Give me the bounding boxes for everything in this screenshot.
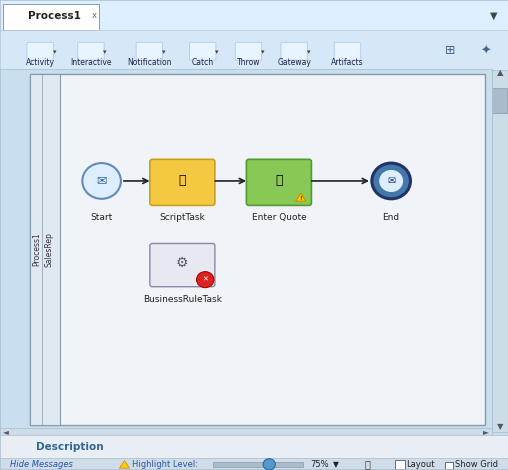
Text: ⚙: ⚙ bbox=[176, 256, 188, 270]
FancyBboxPatch shape bbox=[334, 42, 361, 60]
FancyBboxPatch shape bbox=[189, 42, 216, 60]
Text: Hide Messages: Hide Messages bbox=[10, 460, 73, 469]
Text: ▾: ▾ bbox=[261, 49, 264, 55]
Text: ▼: ▼ bbox=[333, 460, 339, 469]
FancyBboxPatch shape bbox=[0, 458, 508, 470]
FancyBboxPatch shape bbox=[0, 0, 508, 31]
Text: Process1: Process1 bbox=[28, 11, 81, 21]
Text: Highlight Level:: Highlight Level: bbox=[132, 460, 198, 469]
Text: ▾: ▾ bbox=[53, 49, 56, 55]
FancyBboxPatch shape bbox=[0, 30, 508, 70]
FancyBboxPatch shape bbox=[3, 4, 99, 30]
Text: End: End bbox=[383, 213, 400, 222]
Text: ▾: ▾ bbox=[307, 49, 310, 55]
Text: ✦: ✦ bbox=[480, 44, 491, 57]
FancyBboxPatch shape bbox=[492, 88, 507, 113]
Text: ⊞: ⊞ bbox=[444, 44, 455, 57]
Text: Activity: Activity bbox=[25, 58, 55, 67]
Text: ✉: ✉ bbox=[97, 174, 107, 188]
FancyBboxPatch shape bbox=[136, 42, 163, 60]
Text: 🔍: 🔍 bbox=[365, 459, 371, 470]
Circle shape bbox=[82, 163, 121, 199]
Text: BusinessRuleTask: BusinessRuleTask bbox=[143, 295, 222, 304]
Text: Show Grid: Show Grid bbox=[455, 460, 498, 469]
Text: ▲: ▲ bbox=[497, 68, 503, 78]
Circle shape bbox=[197, 272, 214, 288]
Text: SalesRep: SalesRep bbox=[44, 232, 53, 266]
FancyBboxPatch shape bbox=[27, 42, 53, 60]
FancyBboxPatch shape bbox=[30, 74, 485, 425]
FancyBboxPatch shape bbox=[0, 469, 508, 470]
FancyBboxPatch shape bbox=[78, 42, 104, 60]
Polygon shape bbox=[119, 461, 130, 468]
Text: 👤: 👤 bbox=[275, 173, 282, 187]
Text: Start: Start bbox=[90, 213, 113, 222]
Text: Throw: Throw bbox=[237, 58, 260, 67]
Circle shape bbox=[263, 459, 275, 470]
Text: Artifacts: Artifacts bbox=[331, 58, 364, 67]
FancyBboxPatch shape bbox=[492, 70, 508, 432]
Text: Enter Quote: Enter Quote bbox=[251, 213, 306, 222]
FancyBboxPatch shape bbox=[445, 462, 453, 469]
FancyBboxPatch shape bbox=[150, 159, 215, 205]
FancyBboxPatch shape bbox=[246, 159, 311, 205]
Polygon shape bbox=[296, 193, 306, 201]
FancyBboxPatch shape bbox=[281, 42, 307, 60]
Text: ▾: ▾ bbox=[215, 49, 218, 55]
FancyBboxPatch shape bbox=[395, 460, 405, 469]
Text: 75%: 75% bbox=[310, 460, 329, 469]
Text: ✕: ✕ bbox=[202, 277, 208, 282]
Text: Notification: Notification bbox=[127, 58, 172, 67]
Circle shape bbox=[379, 170, 403, 192]
Text: ScriptTask: ScriptTask bbox=[160, 213, 205, 222]
Circle shape bbox=[372, 163, 410, 199]
Text: ✉: ✉ bbox=[387, 176, 395, 186]
Text: ►: ► bbox=[483, 427, 489, 437]
FancyBboxPatch shape bbox=[0, 69, 492, 430]
FancyBboxPatch shape bbox=[235, 42, 262, 60]
Text: !: ! bbox=[299, 196, 302, 201]
Text: ▼: ▼ bbox=[490, 11, 497, 21]
FancyBboxPatch shape bbox=[0, 435, 508, 459]
Text: Description: Description bbox=[36, 441, 103, 452]
Text: Gateway: Gateway bbox=[277, 58, 311, 67]
Text: 📋: 📋 bbox=[179, 173, 186, 187]
Text: ▾: ▾ bbox=[104, 49, 107, 55]
FancyBboxPatch shape bbox=[213, 462, 303, 467]
Text: ▾: ▾ bbox=[162, 49, 165, 55]
Text: ◄: ◄ bbox=[3, 427, 9, 437]
Text: Catch: Catch bbox=[192, 58, 214, 67]
Text: ▼: ▼ bbox=[497, 422, 503, 431]
Text: x: x bbox=[91, 11, 97, 21]
Text: Interactive: Interactive bbox=[70, 58, 112, 67]
FancyBboxPatch shape bbox=[0, 428, 492, 436]
FancyBboxPatch shape bbox=[150, 243, 215, 287]
Text: Layout: Layout bbox=[406, 460, 435, 469]
Text: Process1: Process1 bbox=[32, 232, 41, 266]
FancyBboxPatch shape bbox=[30, 74, 60, 425]
